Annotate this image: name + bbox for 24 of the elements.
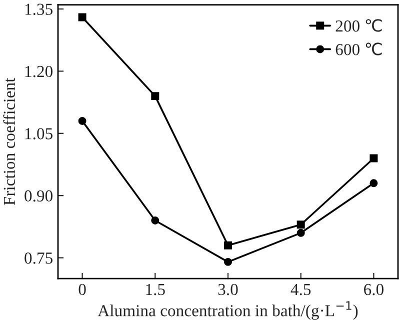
point: [151, 216, 160, 224]
y-tick-label: 0.90: [24, 190, 53, 202]
point: [151, 92, 160, 100]
point: [224, 241, 232, 250]
point: [78, 116, 86, 125]
point: [224, 258, 232, 266]
point: [296, 228, 305, 237]
y-tick-label: 1.20: [25, 66, 53, 78]
y-tick-label: 0.75: [24, 252, 52, 264]
point: [370, 179, 378, 188]
y-tick-label: 1.35: [25, 4, 52, 15]
legend-label: 600 ℃: [336, 42, 382, 56]
x-tick-label: 4.5: [290, 284, 311, 296]
y-axis-title: Friction coefficient: [3, 78, 16, 206]
x-axis-title: Alumina concentration in bath/(g·L$^{−1}$): [98, 301, 358, 320]
x-tick-label: 6.0: [364, 284, 384, 296]
point: [296, 220, 305, 229]
x-tick-label: 1.5: [146, 284, 165, 296]
point: [370, 154, 378, 162]
x-tick-label: 0: [78, 284, 86, 296]
y-tick-label: 1.05: [25, 128, 52, 140]
legend-label: 200 ℃: [336, 19, 382, 32]
point: [78, 13, 86, 22]
x-tick-label: 3.0: [218, 284, 238, 296]
